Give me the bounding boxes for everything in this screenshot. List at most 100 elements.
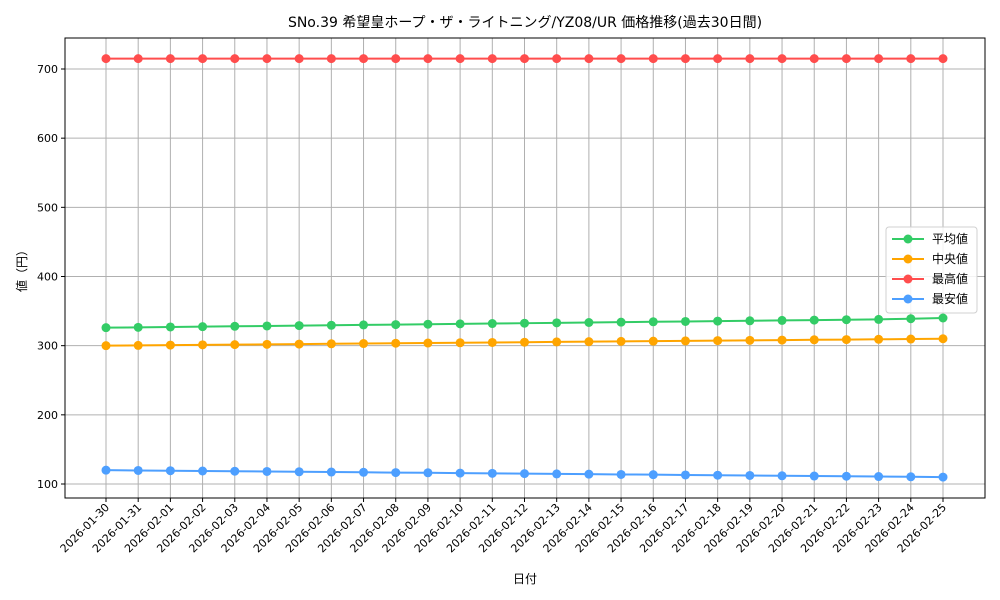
data-point [874,334,884,344]
data-point [938,313,948,323]
data-point [616,317,626,327]
y-tick-label: 700 [37,63,58,76]
data-point [713,336,723,346]
data-point [777,335,787,345]
data-point [133,340,143,350]
legend-marker-icon [903,274,913,284]
data-point [584,317,594,327]
legend-label: 最安値 [932,291,968,306]
data-point [101,465,111,475]
data-point [198,54,208,64]
y-axis-label: 値（円） [14,244,29,292]
legend-label: 中央値 [932,251,968,266]
data-point [487,337,497,347]
data-point [777,54,787,64]
series-1 [101,334,948,351]
data-point [520,337,529,347]
data-point [198,340,208,350]
y-tick-label: 100 [37,478,58,491]
data-point [262,466,272,476]
data-point [906,54,916,64]
data-point [359,320,369,330]
data-point [423,468,433,478]
data-point [745,335,755,345]
grid-lines [65,38,985,498]
data-point [359,339,369,349]
data-point [616,469,626,479]
data-point [455,319,465,329]
data-point [906,334,916,344]
data-point [487,54,497,64]
data-point [294,54,304,64]
data-point [616,54,626,64]
data-point [616,336,626,346]
data-point [455,468,465,478]
data-point [584,54,594,64]
data-point [423,319,433,329]
data-point [713,316,723,326]
data-point [713,54,723,64]
series-0 [101,313,948,333]
y-tick-label: 400 [37,271,58,284]
data-point [230,340,240,350]
data-point [552,337,562,347]
data-point [745,470,755,480]
legend-label: 最高値 [932,271,968,286]
data-point [165,466,175,476]
data-point [326,467,336,477]
data-point [874,314,884,324]
data-point [841,54,851,64]
data-point [520,469,529,479]
data-point [133,322,143,332]
legend-label: 平均値 [932,231,968,246]
data-point [391,468,401,478]
data-point [680,336,690,346]
data-point [359,467,369,477]
data-point [294,339,304,349]
legend-item: 中央値 [892,251,968,266]
data-point [198,322,208,332]
x-axis: 2026-01-302026-01-312026-02-012026-02-02… [58,498,949,555]
data-point [520,318,529,328]
data-point [874,54,884,64]
data-point [487,319,497,329]
data-point [520,54,529,64]
legend-marker-icon [903,254,913,264]
data-point [101,341,111,351]
data-point [809,335,819,345]
y-tick-label: 600 [37,132,58,145]
data-point [423,54,433,64]
data-point [680,54,690,64]
data-point [841,335,851,345]
data-point [455,54,465,64]
data-point [841,471,851,481]
data-point [648,317,658,327]
data-point [230,466,240,476]
data-point [680,470,690,480]
data-point [230,321,240,331]
data-point [230,54,240,64]
data-point [198,466,208,476]
data-point [584,337,594,347]
data-point [165,340,175,350]
legend-item: 最安値 [892,291,968,306]
data-point [294,321,304,331]
chart-title: SNo.39 希望皇ホープ・ザ・ライトニング/YZ08/UR 価格推移(過去30… [288,15,762,31]
data-point [584,469,594,479]
data-point [906,314,916,324]
data-point [809,471,819,481]
y-tick-label: 300 [37,340,58,353]
data-point [938,54,948,64]
data-point [906,472,916,482]
data-point [874,472,884,482]
data-point [713,470,723,480]
data-point [809,54,819,64]
data-point [262,339,272,349]
data-point [133,54,143,64]
y-tick-label: 500 [37,201,58,214]
legend-box [885,226,978,314]
data-point [552,54,562,64]
data-point [648,54,658,64]
data-point [165,54,175,64]
